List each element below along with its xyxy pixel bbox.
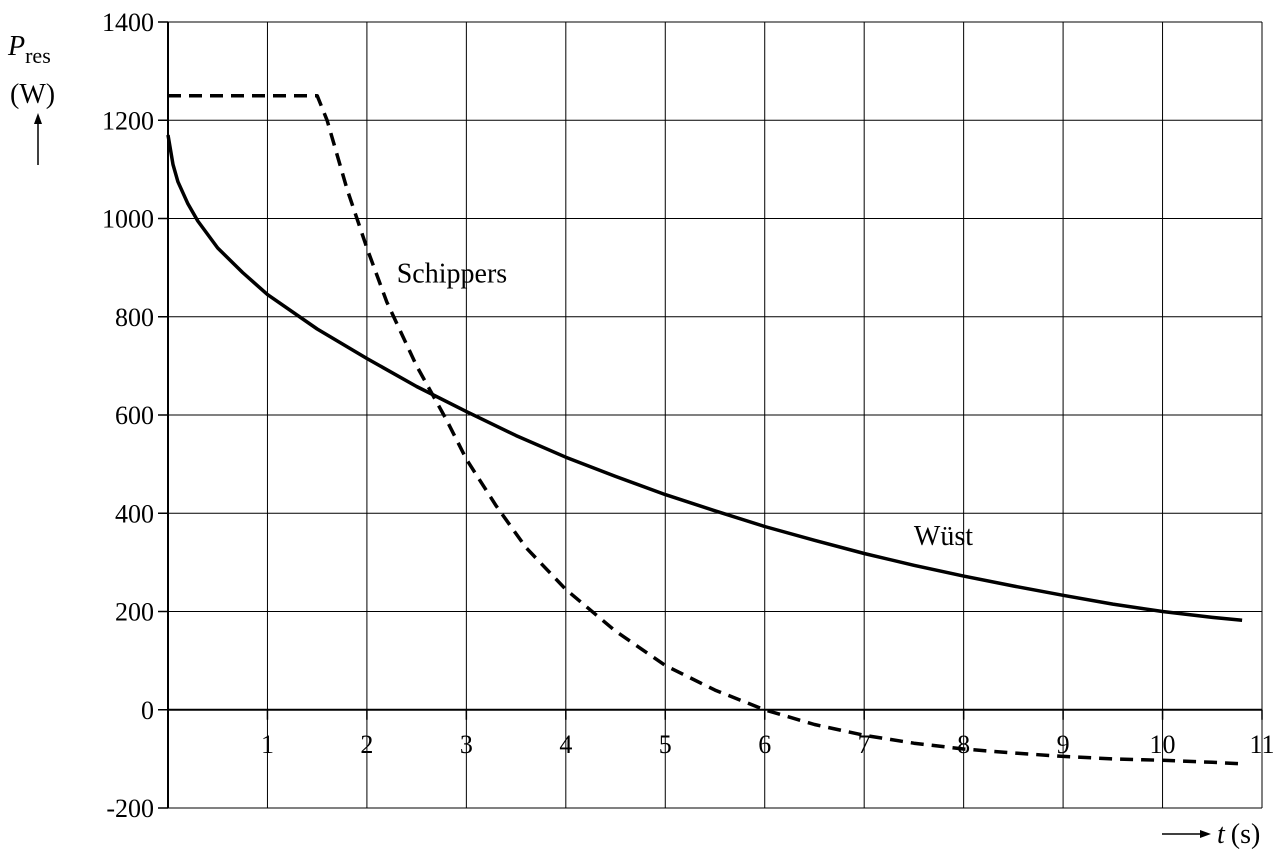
axes (158, 21, 1263, 809)
x-axis-label: t (s) (1162, 819, 1260, 850)
series-line-schippers (168, 93, 1243, 766)
y-tick-label: 600 (115, 401, 154, 430)
x-tick-label: 10 (1150, 730, 1176, 759)
x-axis-symbol: t (1217, 819, 1226, 850)
x-tick-label: 9 (1057, 730, 1070, 759)
y-tick-label: 200 (115, 598, 154, 627)
svg-text:t(s): t (s) (1217, 819, 1260, 850)
x-axis-arrow-icon (1162, 830, 1211, 838)
y-tick-label: 0 (141, 696, 154, 725)
y-axis-subscript: res (25, 43, 51, 68)
y-tick-label: 400 (115, 499, 154, 528)
x-tick-label: 6 (758, 730, 771, 759)
x-tick-label: 5 (659, 730, 672, 759)
x-tick-label: 11 (1249, 730, 1274, 759)
y-axis-unit: (W) (10, 79, 55, 110)
x-tick-label: 8 (957, 730, 970, 759)
y-tick-label: 1400 (102, 8, 154, 37)
series-layer (166, 93, 1243, 766)
x-tick-label: 7 (858, 730, 871, 759)
x-axis-unit: (s) (1231, 819, 1261, 850)
y-tick-label: 1200 (102, 106, 154, 135)
tick-labels: -200 0 200 400 600 800 1000 1200 1400 1 2 3 4 5 6 7 8 9 10… (102, 8, 1275, 823)
y-axis-label: Pres (W) (7, 31, 55, 165)
y-axis-arrow-icon (34, 113, 42, 165)
annotations: Schippers Wüst (397, 258, 973, 552)
y-axis-symbol: P (7, 31, 25, 62)
y-tick-label: -200 (106, 794, 154, 823)
y-tick-label: 1000 (102, 205, 154, 234)
x-tick-label: 1 (261, 730, 274, 759)
x-tick-label: 3 (460, 730, 473, 759)
series-annotation: Schippers (397, 258, 507, 289)
series-annotation: Wüst (914, 521, 973, 552)
x-tick-label: 2 (360, 730, 373, 759)
y-tick-label: 800 (115, 303, 154, 332)
series-line-w-st (166, 134, 1243, 623)
svg-text:Pres: Pres (7, 31, 51, 68)
x-tick-label: 4 (559, 730, 572, 759)
